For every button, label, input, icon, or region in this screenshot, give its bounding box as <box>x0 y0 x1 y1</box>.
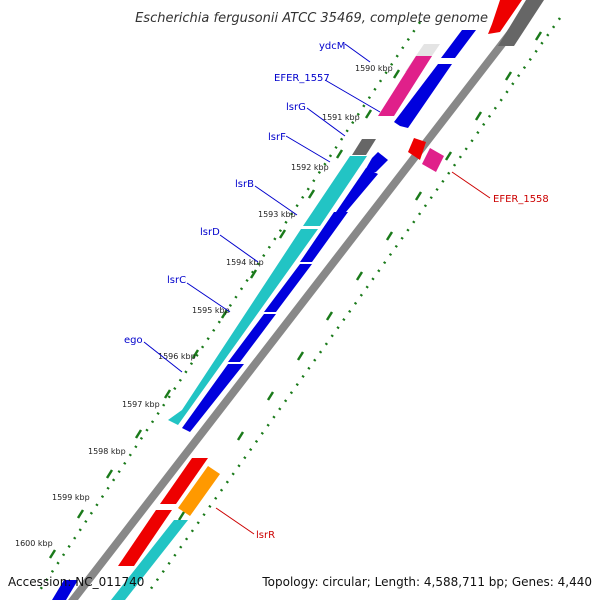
gene-red-block-1[interactable] <box>160 458 208 504</box>
gene-label-EFER_1558[interactable]: EFER_1558 <box>493 194 549 205</box>
gene-EFER_1558-block[interactable] <box>422 148 444 172</box>
gene-blue-arrow-6[interactable] <box>228 314 276 362</box>
gene-blue-arrow-3[interactable] <box>336 168 378 212</box>
gene-label-lsrB[interactable]: lsrB <box>235 179 254 190</box>
tick-label: 1593 kbp <box>258 210 296 219</box>
tick-track-inner <box>148 17 562 591</box>
gene-blue-arrow-bottom[interactable] <box>52 580 78 600</box>
gene-blue-arrow-5[interactable] <box>264 264 312 312</box>
tick-track-outer <box>38 21 422 591</box>
gene-EFER_1557-block[interactable] <box>378 56 432 116</box>
tick-label: 1596 kbp <box>158 352 196 361</box>
tick-label: 1592 kbp <box>291 163 329 172</box>
gene-label-ego[interactable]: ego <box>124 335 143 346</box>
gene-label-lsrG[interactable]: lsrG <box>286 102 306 113</box>
tick-labels: 1590 kbp 1591 kbp 1592 kbp 1593 kbp 1594… <box>15 64 393 548</box>
gene-red-block-2[interactable] <box>118 510 172 566</box>
map-title: Escherichia fergusonii ATCC 35469, compl… <box>135 11 488 26</box>
gene-cyan-block-lower[interactable] <box>111 520 188 600</box>
gene-grey-block-top[interactable] <box>498 0 544 46</box>
label-leaders <box>143 43 491 535</box>
tick-label: 1590 kbp <box>355 64 393 73</box>
tick-label: 1597 kbp <box>122 400 160 409</box>
gene-label-EFER_1557[interactable]: EFER_1557 <box>274 73 330 84</box>
tick-label: 1594 kbp <box>226 258 264 267</box>
gene-lsrF-block[interactable] <box>352 139 376 155</box>
tick-label: 1599 kbp <box>52 493 90 502</box>
tick-label: 1591 kbp <box>322 113 360 122</box>
gene-lsrR-block[interactable] <box>178 466 220 516</box>
reverse-track <box>178 0 544 516</box>
topology-summary: Topology: circular; Length: 4,588,711 bp… <box>261 575 592 589</box>
genome-backbone <box>63 0 541 600</box>
gene-lsrD-cyan-block[interactable] <box>168 229 318 425</box>
forward-track-inner <box>52 30 476 600</box>
tick-label: 1600 kbp <box>15 539 53 548</box>
forward-track-outer <box>111 44 440 600</box>
gene-blue-arrow-7[interactable] <box>182 364 244 432</box>
reverse-gene-labels: EFER_1558 lsrR <box>256 194 549 541</box>
gene-label-ydcM[interactable]: ydcM <box>319 41 345 52</box>
gene-red-arrow-top[interactable] <box>488 0 522 34</box>
gene-blue-arrow-4[interactable] <box>300 212 348 262</box>
gene-label-lsrD[interactable]: lsrD <box>200 227 220 238</box>
gene-blue-arrow-2[interactable] <box>394 64 452 128</box>
gene-blue-arrow-top[interactable] <box>441 30 476 58</box>
tick-label: 1598 kbp <box>88 447 126 456</box>
accession-text: Accession: NC_011740 <box>8 575 144 589</box>
gene-label-lsrF[interactable]: lsrF <box>268 132 286 143</box>
gene-EFER_1558-red-arrow[interactable] <box>408 138 426 160</box>
tick-label: 1595 kbp <box>192 306 230 315</box>
gene-label-lsrC[interactable]: lsrC <box>167 275 186 286</box>
forward-gene-labels: ydcM EFER_1557 lsrG lsrF lsrB lsrD lsrC … <box>124 41 345 346</box>
gene-lsrB-cyan-block[interactable] <box>303 156 367 226</box>
gene-label-lsrR[interactable]: lsrR <box>256 530 275 541</box>
gene-lsrG-arrow[interactable] <box>364 152 388 172</box>
